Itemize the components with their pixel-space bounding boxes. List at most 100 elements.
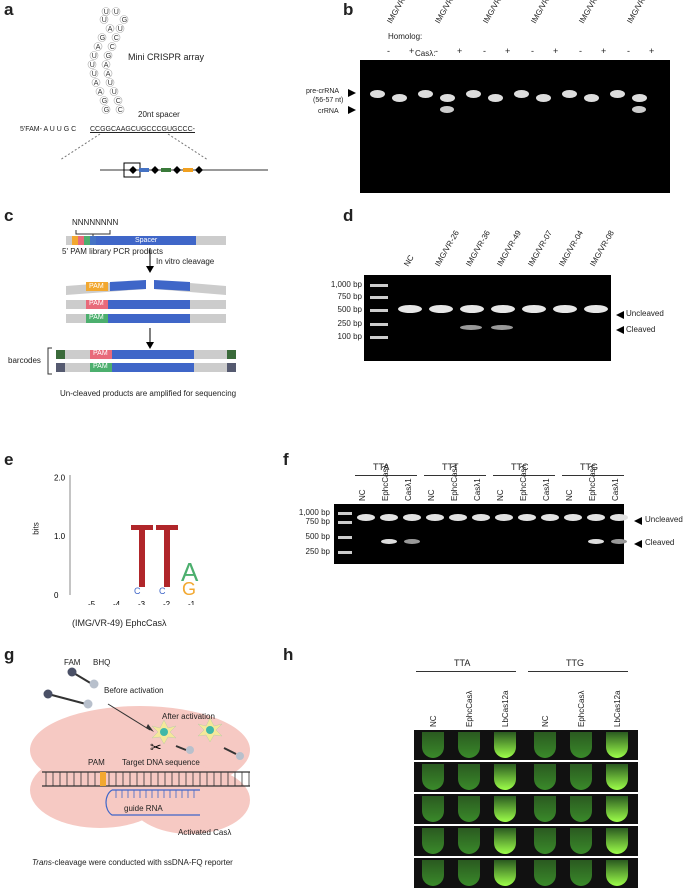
f-lane-label: Casλ1 [404, 478, 413, 501]
cas-sign: - [483, 46, 486, 56]
precrRNA-band [488, 94, 503, 102]
precrRNA-band [536, 94, 551, 102]
h-tube-row [414, 762, 638, 792]
h-tube [422, 828, 444, 854]
d-uncleaved-band [584, 305, 608, 313]
cas-sign: - [579, 46, 582, 56]
h-tube [458, 796, 480, 822]
f-group-TTC: TTC [511, 462, 529, 472]
cas-label: Casλ: [415, 49, 436, 58]
seq-left: 5'FAM- A U U G C [20, 126, 77, 133]
homolog-label: Homolog: [388, 32, 423, 41]
f-lane-label: NC [358, 489, 367, 501]
cas-sign: + [553, 46, 559, 56]
library-label: 5' PAM library PCR products [62, 247, 163, 256]
h-tube [422, 860, 444, 886]
h-tube [458, 764, 480, 790]
before-label: Before activation [104, 686, 164, 695]
f-lane-label: Casλ1 [473, 478, 482, 501]
f-ladder-label: 1,000 bp [298, 508, 330, 517]
pam-c2: PAM [89, 300, 104, 307]
h-tube [570, 828, 592, 854]
f-group-TTG: TTG [580, 462, 598, 472]
h-lane-label: NC [429, 715, 438, 727]
pam-c5: PAM [93, 363, 108, 370]
f-cleaved-band [404, 539, 420, 544]
d-lane-label-3: IMG/VR-49 [495, 228, 524, 268]
h-tube [494, 860, 516, 886]
homolog-label-2: IMG/VR-49 [481, 0, 510, 26]
panel-a-title: Mini CRISPR array [128, 52, 205, 62]
homolog-label-4: IMG/VR-04 [577, 0, 606, 26]
pam-g: PAM [88, 758, 105, 767]
precrRNA-sub: (56-57 nt) [313, 97, 344, 104]
panel-label-f: f [283, 450, 289, 469]
d-ladder-label: 750 bp [337, 292, 362, 301]
d-lane-label-4: IMG/VR-07 [526, 228, 555, 268]
fam-label: FAM [64, 658, 81, 667]
h-tube [606, 860, 628, 886]
d-uncleaved-band [522, 305, 546, 313]
d-ladder-label: 100 bp [337, 332, 362, 341]
h-tube [422, 796, 444, 822]
h-tube [534, 860, 556, 886]
stem-nucleotide: U [114, 9, 119, 16]
panel-label-d: d [343, 206, 354, 225]
stem-nucleotide: G [100, 35, 105, 42]
h-group-line [528, 671, 628, 672]
h-tube [458, 860, 480, 886]
d-cleaved-band [491, 325, 513, 330]
homolog-label-5: IMG/VR-08 [625, 0, 654, 26]
panel-c-diagram [47, 230, 236, 375]
h-tube [570, 732, 592, 758]
stem-nucleotide: A [96, 44, 101, 51]
d-ladder-label: 500 bp [337, 305, 362, 314]
f-lane-label: EphcCasλ [588, 464, 597, 501]
f-ladder-band [338, 512, 352, 515]
stem-nucleotide-circle [111, 33, 121, 42]
logo-xtick: -3 [138, 600, 146, 605]
stem-nucleotide-circle [113, 96, 123, 105]
f-cleaved-band [588, 539, 604, 544]
invitro-label: In vitro cleavage [156, 257, 215, 266]
panel-label-h: h [283, 645, 294, 664]
panel-label-c: c [4, 206, 14, 225]
cas-sign: + [505, 46, 511, 56]
panel-label-g: g [4, 645, 15, 664]
g-footer: Trans-cleavage were conducted with ssDNA… [32, 858, 233, 867]
f-uncleaved-band [587, 514, 605, 521]
f-lane-label: EphcCasλ [381, 464, 390, 501]
f-uncleaved-band [564, 514, 582, 521]
barcodes-label: barcodes [8, 356, 41, 365]
h-tube-row [414, 730, 638, 760]
gel-f [334, 504, 624, 564]
precrRNA-band [418, 90, 433, 98]
stem-nucleotide-circle [103, 51, 113, 60]
c-footer: Un-cleaved products are amplified for se… [60, 389, 237, 398]
d-ladder-band [370, 296, 388, 299]
stem-nucleotide: U [90, 62, 95, 69]
h-tube [606, 764, 628, 790]
cas-sign: - [627, 46, 630, 56]
stem-nucleotide-circle [95, 87, 105, 96]
guide-label: guide RNA [124, 804, 163, 813]
d-lane-label-1: IMG/VR-26 [433, 228, 462, 268]
stem-nucleotide: G [106, 53, 111, 60]
h-lane-label: EphcCasλ [577, 690, 586, 727]
logo-caption: (IMG/VR-49) EphcCasλ [72, 618, 167, 628]
f-uncleaved-band [357, 514, 375, 521]
f-uncleaved-band [541, 514, 559, 521]
stem-nucleotide-circle [115, 24, 125, 33]
h-lane-label: LbCas12a [501, 690, 510, 727]
cas-sign: - [435, 46, 438, 56]
d-arrows [616, 311, 624, 334]
f-group-line [355, 475, 417, 476]
logo-A: A [181, 557, 199, 587]
h-tube [458, 732, 480, 758]
precrRNA-band [562, 90, 577, 98]
stem-nucleotide: U [102, 17, 107, 24]
spacer-text: Spacer [135, 237, 158, 244]
pam-c3: PAM [89, 314, 104, 321]
crRNA-band [632, 106, 646, 113]
f-uncleaved-band [472, 514, 490, 521]
